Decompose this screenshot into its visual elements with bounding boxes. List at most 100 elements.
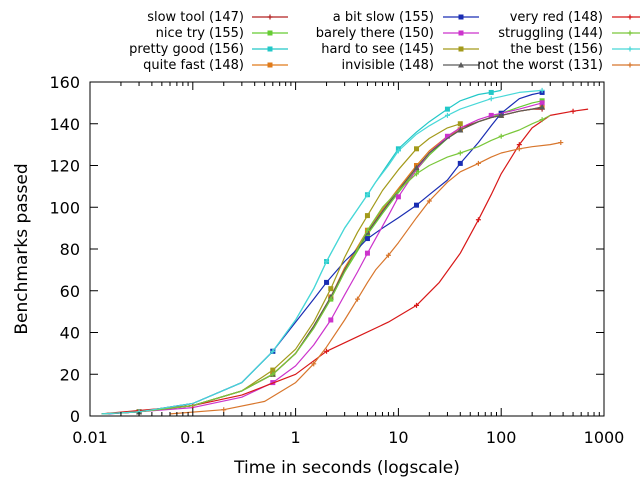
- legend-sample-marker: [627, 46, 633, 52]
- series-10: [101, 87, 545, 415]
- x-tick-label: 1: [291, 428, 301, 447]
- data-point: [488, 112, 494, 118]
- data-point: [498, 133, 504, 139]
- series-line: [101, 123, 461, 415]
- series-1: [101, 98, 545, 415]
- legend-sample-marker: [458, 14, 464, 20]
- series-5: [101, 100, 545, 415]
- data-point: [498, 112, 505, 118]
- legend-entry: not the worst (131): [477, 58, 640, 73]
- legend-sample-marker: [458, 62, 464, 68]
- series-4: [108, 89, 545, 415]
- series-9: [101, 114, 551, 415]
- data-point: [570, 108, 576, 114]
- series-line: [101, 89, 502, 415]
- y-axis-title: Benchmarks passed: [12, 163, 32, 334]
- legend-sample-marker: [267, 62, 273, 68]
- series-line: [169, 141, 561, 415]
- y-tick-label: 80: [60, 240, 80, 259]
- data-point: [457, 160, 463, 166]
- legend-entry: hard to see (145): [321, 42, 479, 57]
- legend-label: not the worst (131): [477, 58, 603, 73]
- legend-label: the best (156): [510, 42, 603, 57]
- data-point: [457, 150, 463, 156]
- data-point: [516, 142, 522, 148]
- data-point: [414, 146, 420, 152]
- data-point: [558, 140, 564, 146]
- legend-sample-marker: [267, 30, 273, 36]
- data-point: [364, 236, 370, 242]
- y-tick-label: 20: [60, 365, 80, 384]
- legend-label: nice try (155): [156, 26, 244, 41]
- data-point: [395, 194, 401, 200]
- legend-entry: quite fast (148): [143, 58, 288, 73]
- data-point: [444, 133, 450, 139]
- legend-label: a bit slow (155): [333, 10, 434, 25]
- legend-label: quite fast (148): [143, 58, 244, 73]
- y-tick-label: 100: [49, 198, 80, 217]
- data-point: [426, 198, 432, 204]
- data-point: [328, 286, 334, 292]
- x-tick-label: 0.01: [72, 428, 108, 447]
- data-point: [395, 148, 401, 154]
- legend-label: struggling (144): [498, 26, 603, 41]
- data-point: [328, 317, 334, 323]
- x-tick-label: 100: [486, 428, 517, 447]
- legend-label: slow tool (147): [147, 10, 244, 25]
- y-tick-label: 0: [70, 407, 80, 426]
- data-point: [539, 104, 546, 110]
- legend-sample-marker: [627, 14, 633, 20]
- data-point: [270, 367, 276, 373]
- data-point: [311, 361, 317, 367]
- series-6: [101, 121, 463, 415]
- series-line: [108, 91, 543, 415]
- y-tick-label: 140: [49, 115, 80, 134]
- data-point: [444, 106, 450, 112]
- legend: slow tool (147)nice try (155)pretty good…: [129, 10, 640, 73]
- series-3: [101, 104, 545, 415]
- series-line: [101, 114, 551, 415]
- legend-label: pretty good (156): [129, 42, 244, 57]
- x-tick-label: 1000: [584, 428, 625, 447]
- y-tick-label: 120: [49, 157, 80, 176]
- legend-entry: nice try (155): [156, 26, 288, 41]
- data-point: [324, 279, 330, 285]
- x-tick-label: 10: [388, 428, 408, 447]
- y-tick-label: 60: [60, 282, 80, 301]
- series-line: [101, 108, 543, 415]
- data-point: [475, 160, 481, 166]
- y-tick-label: 40: [60, 324, 80, 343]
- series-line: [101, 108, 589, 415]
- legend-sample-marker: [627, 62, 633, 68]
- plot-frame: [89, 81, 605, 417]
- series-line: [101, 106, 543, 415]
- data-point: [414, 171, 420, 177]
- data-point: [364, 250, 370, 256]
- legend-entry: a bit slow (155): [333, 10, 479, 25]
- data-point: [488, 96, 494, 102]
- data-point: [270, 371, 276, 377]
- data-point: [328, 296, 334, 302]
- series-line: [101, 89, 543, 415]
- data-point: [457, 127, 464, 133]
- x-tick-label: 0.1: [180, 428, 205, 447]
- legend-sample-marker: [627, 30, 633, 36]
- series-2: [101, 89, 502, 415]
- data-point: [364, 192, 370, 198]
- data-point: [413, 164, 420, 171]
- x-axis-title: Time in seconds (logscale): [233, 458, 460, 478]
- y-tick-label: 160: [49, 73, 80, 92]
- legend-entry: barely there (150): [316, 26, 479, 41]
- data-point: [414, 302, 420, 308]
- legend-sample-marker: [458, 46, 464, 52]
- data-point: [354, 296, 360, 302]
- data-point: [488, 89, 494, 95]
- legend-entry: very red (148): [510, 10, 640, 25]
- legend-entry: the best (156): [510, 42, 640, 57]
- data-point: [270, 348, 276, 354]
- series-7: [101, 104, 546, 415]
- data-point: [324, 259, 330, 265]
- legend-entry: slow tool (147): [147, 10, 288, 25]
- data-point: [539, 87, 545, 93]
